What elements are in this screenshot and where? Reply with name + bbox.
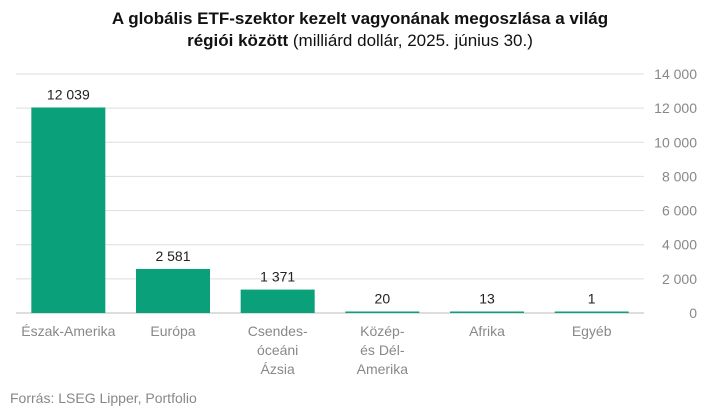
y-tick-label: 2 000 xyxy=(662,271,697,287)
y-tick-label: 0 xyxy=(689,305,697,321)
x-tick-label: Csendes- xyxy=(248,323,308,339)
x-tick-label: Egyéb xyxy=(572,323,612,339)
bar xyxy=(345,311,420,313)
y-tick-label: 10 000 xyxy=(654,134,697,150)
x-tick-label: Afrika xyxy=(469,323,505,339)
bar xyxy=(136,268,210,313)
bar xyxy=(450,311,524,313)
title-line-2-bold: régiói között xyxy=(187,31,289,50)
bars xyxy=(31,107,629,313)
bar xyxy=(240,289,315,313)
x-tick-label: óceáni xyxy=(257,342,298,358)
value-label: 1 xyxy=(588,291,596,307)
value-label: 2 581 xyxy=(155,248,190,264)
bar xyxy=(31,107,106,313)
y-tick-labels: 0 2 000 4 000 6 000 8 000 10 000 12 000 14 000 xyxy=(654,66,697,321)
y-tick-label: 8 000 xyxy=(662,168,697,184)
value-label: 13 xyxy=(479,291,495,307)
source-note: Forrás: LSEG Lipper, Portfolio xyxy=(10,390,197,406)
bar xyxy=(554,311,629,313)
x-tick-labels: Észak-Amerika Európa Csendes-óceáni Ázsia Kö… xyxy=(21,323,611,377)
title-line-2-normal: (milliárd dollár, 2025. június 30.) xyxy=(292,31,533,50)
title-line-2: régiói között (milliárd dollár, 2025. jú… xyxy=(60,30,660,52)
title-line-1: A globális ETF-szektor kezelt vagyonának… xyxy=(111,9,609,28)
grid-lines xyxy=(16,73,644,314)
x-tick-label: Észak-Amerika xyxy=(21,323,115,339)
value-label: 12 039 xyxy=(47,86,90,102)
y-tick-label: 4 000 xyxy=(662,237,697,253)
value-labels: 12 039 2 581 1 371 20 13 1 xyxy=(47,86,596,306)
x-tick-label: Ázsia xyxy=(261,361,295,377)
x-tick-label: Közép- xyxy=(360,323,405,339)
y-tick-label: 6 000 xyxy=(662,203,697,219)
value-label: 1 371 xyxy=(260,269,295,285)
chart-title: A globális ETF-szektor kezelt vagyonának… xyxy=(60,8,660,52)
x-tick-label: Amerika xyxy=(357,361,409,377)
x-tick-label: Európa xyxy=(150,323,195,339)
y-tick-label: 14 000 xyxy=(654,66,697,82)
y-tick-label: 12 000 xyxy=(654,100,697,116)
x-tick-label: és Dél- xyxy=(360,342,405,358)
value-label: 20 xyxy=(375,291,391,307)
